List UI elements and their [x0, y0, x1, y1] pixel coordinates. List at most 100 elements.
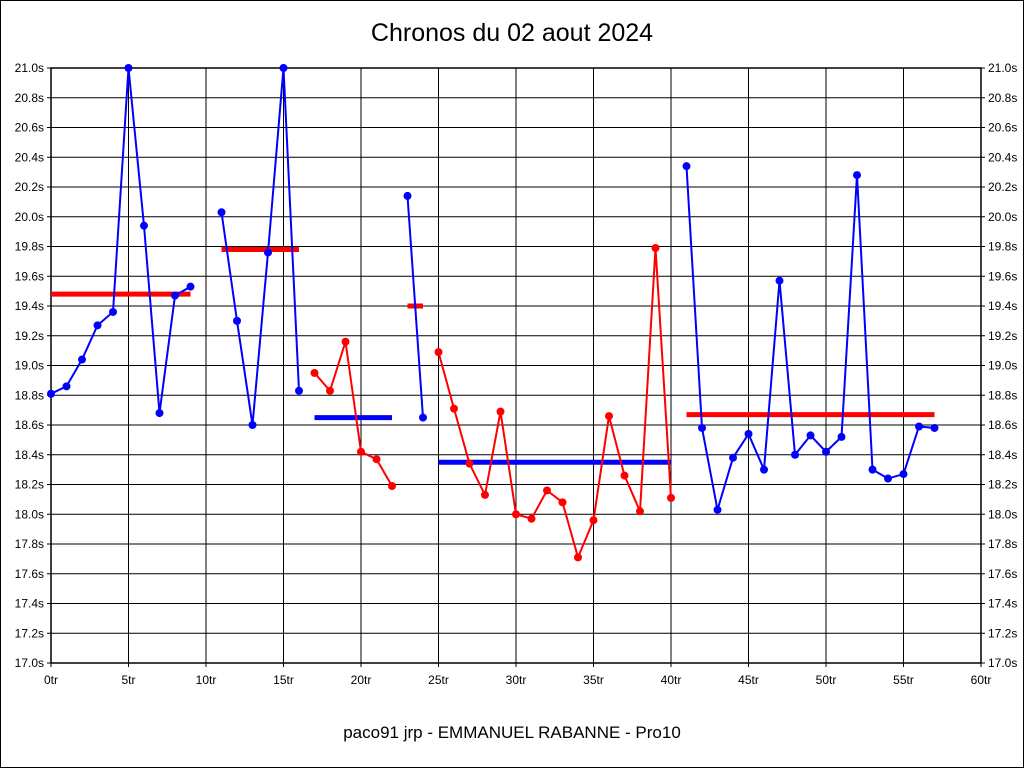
x-tick-label: 25tr	[428, 673, 449, 687]
lap-point	[465, 459, 474, 468]
y-tick-label: 17.2s	[988, 626, 1017, 640]
y-tick-label: 19.2s	[988, 329, 1017, 343]
lap-point	[620, 471, 629, 480]
stint-average-lines	[51, 246, 935, 465]
y-tick-label: 19.2s	[15, 329, 44, 343]
lap-point	[434, 348, 443, 357]
lap-point	[853, 171, 861, 180]
lap-point	[868, 465, 877, 474]
x-tick-label: 60tr	[971, 673, 992, 687]
y-tick-label: 17.2s	[15, 626, 44, 640]
lap-point	[496, 407, 505, 416]
lap-point	[109, 307, 117, 316]
lap-point	[388, 481, 396, 490]
lap-point	[915, 422, 923, 431]
y-tick-label: 18.2s	[988, 478, 1017, 492]
x-tick-label: 40tr	[661, 673, 682, 687]
lap-point	[155, 409, 164, 418]
y-tick-label: 17.6s	[988, 567, 1017, 581]
lap-point	[806, 431, 815, 440]
y-tick-label: 17.4s	[15, 597, 44, 611]
lap-point	[450, 404, 458, 413]
lap-point	[636, 507, 644, 516]
y-tick-label: 19.6s	[15, 269, 44, 283]
lap-point	[899, 470, 908, 479]
y-tick-label: 18.2s	[15, 478, 44, 492]
lap-point	[527, 514, 536, 523]
lap-point	[589, 516, 598, 525]
lap-point	[930, 423, 939, 432]
y-tick-label: 18.0s	[988, 507, 1017, 521]
lap-point	[217, 208, 226, 217]
lap-point	[574, 553, 582, 562]
y-tick-label: 20.2s	[15, 180, 44, 194]
y-tick-label: 20.0s	[15, 210, 44, 224]
lap-point	[186, 282, 195, 291]
chart-subtitle: paco91 jrp - EMMANUEL RABANNE - Pro10	[343, 723, 681, 742]
x-tick-label: 5tr	[121, 673, 135, 687]
lap-point	[419, 413, 427, 422]
lap-point	[760, 465, 768, 474]
y-tick-label: 20.8s	[15, 91, 44, 105]
lap-point	[341, 337, 350, 346]
x-tick-label: 55tr	[893, 673, 914, 687]
y-tick-label: 19.6s	[988, 269, 1017, 283]
lap-point	[62, 382, 71, 391]
stint-5-laps	[434, 243, 675, 562]
grid-lines	[50, 67, 982, 664]
lap-point	[124, 64, 133, 72]
lap-point	[140, 221, 148, 230]
lap-point	[698, 423, 706, 432]
lap-point	[605, 412, 613, 421]
y-tick-label: 19.4s	[988, 299, 1017, 313]
y-tick-label: 19.0s	[15, 359, 44, 373]
lap-point	[667, 493, 675, 502]
y-tick-label: 17.8s	[988, 537, 1017, 551]
lap-point	[558, 498, 567, 507]
y-tick-label: 18.6s	[988, 418, 1017, 432]
lap-point	[171, 291, 179, 300]
y-axis-labels-right: 21.0s 20.8s 20.6s 20.4s 20.2s 20.0s 19.8s 19.6s…	[988, 61, 1017, 670]
x-tick-label: 10tr	[196, 673, 217, 687]
stint-1-laps	[47, 64, 195, 418]
stint-4-laps-line	[406, 195, 424, 418]
y-tick-label: 17.6s	[15, 567, 44, 581]
stint-2-laps	[217, 64, 303, 429]
y-tick-label: 20.6s	[15, 121, 44, 135]
stint-5-laps-line	[437, 247, 672, 561]
lap-point	[775, 276, 784, 285]
lap-point	[326, 386, 334, 395]
lap-point	[481, 490, 489, 499]
lap-point	[310, 368, 319, 377]
lap-point	[822, 447, 830, 456]
x-tick-label: 50tr	[816, 673, 837, 687]
x-axis-labels: 0tr 5tr 10tr 15tr 20tr 25tr 30tr 35tr 40tr 45tr 50…	[44, 673, 991, 687]
stint-4-laps	[403, 191, 427, 422]
y-tick-label: 17.0s	[15, 656, 44, 670]
y-tick-label: 20.4s	[15, 150, 44, 164]
y-tick-label: 18.0s	[15, 507, 44, 521]
lap-point	[543, 486, 551, 495]
y-tick-label: 19.4s	[15, 299, 44, 313]
stint-3-laps-line	[313, 341, 393, 487]
lap-point	[295, 386, 303, 395]
stint-3-laps	[310, 337, 396, 490]
plot-border	[50, 67, 982, 664]
lap-point	[78, 355, 86, 364]
y-tick-label: 17.4s	[988, 597, 1017, 611]
y-tick-label: 17.8s	[15, 537, 44, 551]
lap-point	[713, 505, 722, 514]
x-tick-label: 15tr	[273, 673, 294, 687]
lap-point	[403, 191, 412, 200]
x-tick-label: 0tr	[44, 673, 58, 687]
y-tick-label: 20.6s	[988, 121, 1017, 135]
lap-point	[682, 162, 691, 171]
y-axis-labels-left: 21.0s 20.8s 20.6s 20.4s 20.2s 20.0s 19.8s 19.6s…	[15, 61, 44, 670]
y-tick-label: 18.4s	[15, 448, 44, 462]
y-tick-label: 17.0s	[988, 656, 1017, 670]
y-tick-label: 21.0s	[15, 61, 44, 75]
lap-point	[744, 429, 753, 438]
stint-2-laps-line	[220, 67, 300, 426]
